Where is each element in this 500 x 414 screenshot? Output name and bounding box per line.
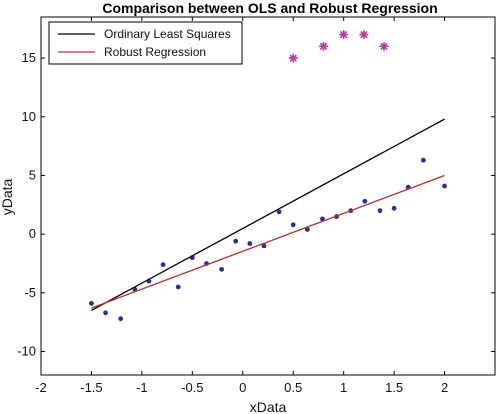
- y-tick-label: 15: [22, 50, 36, 65]
- data-point: [219, 266, 224, 272]
- x-tick-label: 1.5: [385, 380, 403, 395]
- x-tick-label: 1: [340, 380, 347, 395]
- data-point: [391, 205, 397, 211]
- y-tick-label: -10: [17, 344, 36, 359]
- chart-marks: [89, 30, 447, 322]
- data-point: [304, 227, 310, 232]
- legend: Ordinary Least Squares Robust Regression: [48, 21, 243, 65]
- plot-area: [40, 16, 496, 376]
- data-point: [247, 241, 253, 246]
- data-point: [442, 183, 447, 189]
- chart-title: Comparison between OLS and Robust Regres…: [102, 0, 437, 16]
- x-tick-label: -1: [136, 380, 148, 395]
- x-tick-label: 0.5: [284, 380, 302, 395]
- axis-ticks: -2 -1.5 -1 -0.5 0 0.5 1 1.5 2 -10 -5 0 5 10 15: [17, 17, 495, 395]
- x-tick-label: 2: [441, 380, 448, 395]
- data-point: [290, 222, 296, 228]
- x-tick-label: 0: [239, 380, 246, 395]
- legend-label-ols: Ordinary Least Squares: [104, 27, 231, 41]
- ols-fit-line: [91, 118, 445, 312]
- x-tick-label: -1.5: [80, 380, 102, 395]
- y-tick-label: -5: [24, 285, 36, 300]
- x-tick-label: -0.5: [181, 380, 203, 395]
- data-point: [362, 198, 368, 204]
- outlier-point: [288, 53, 298, 63]
- data-point: [377, 208, 383, 214]
- outlier-point: [318, 41, 328, 51]
- x-axis-label: xData: [250, 399, 287, 414]
- data-point: [103, 310, 108, 316]
- legend-label-robust: Robust Regression: [104, 45, 206, 59]
- data-point: [420, 157, 426, 163]
- outlier-point: [379, 41, 389, 51]
- outlier-point: [339, 30, 349, 40]
- outlier-point: [359, 30, 369, 40]
- y-tick-label: 0: [29, 226, 36, 241]
- data-point: [261, 243, 267, 249]
- data-point: [89, 301, 94, 306]
- data-point: [320, 216, 325, 222]
- robust-fit-line: [91, 174, 445, 309]
- data-point: [175, 284, 181, 290]
- data-point: [233, 238, 239, 244]
- x-tick-label: -2: [35, 380, 47, 395]
- data-point: [118, 316, 124, 322]
- y-tick-label: 10: [22, 109, 36, 124]
- y-tick-label: 5: [29, 167, 36, 182]
- data-point: [276, 209, 282, 215]
- data-point: [160, 262, 166, 268]
- legend-box: [48, 21, 243, 65]
- y-axis-label: yData: [0, 179, 15, 216]
